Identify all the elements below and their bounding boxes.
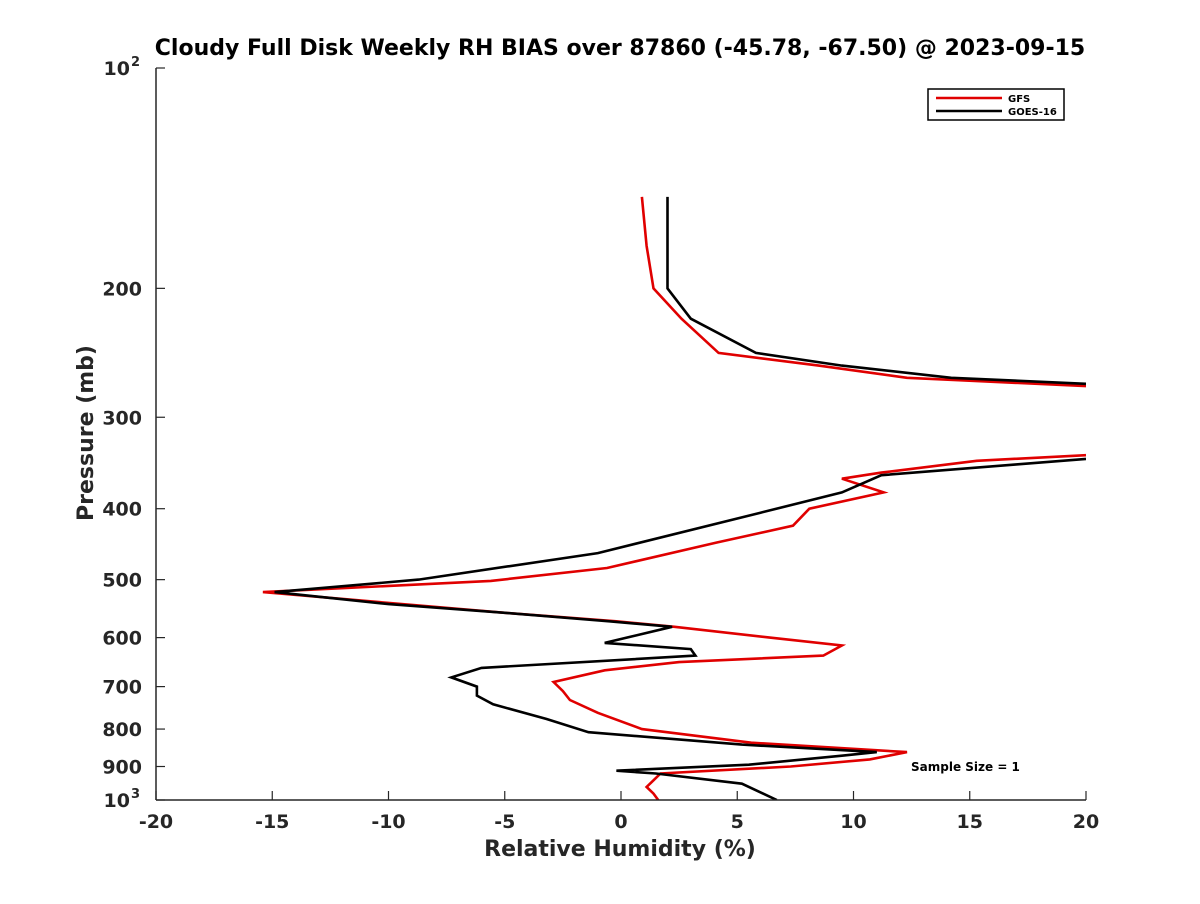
series-line-gfs-segment-2 xyxy=(262,453,1086,800)
x-tick-label: -5 xyxy=(494,811,515,833)
y-axis-label: Pressure (mb) xyxy=(74,345,99,521)
x-tick-label: -15 xyxy=(255,811,289,833)
x-axis-ticks: -20 -15 -10 -5 0 5 10 15 20 xyxy=(139,791,1099,833)
x-tick-label: 0 xyxy=(614,811,627,833)
y-tick-label: 800 xyxy=(102,719,142,741)
series-line-goes16-segment-2 xyxy=(274,457,1086,800)
y-tick-label-exponent: 2 xyxy=(131,55,140,70)
y-tick-label: 10 xyxy=(104,790,130,812)
x-axis-label: Relative Humidity (%) xyxy=(484,837,756,862)
x-tick-label: -20 xyxy=(139,811,173,833)
y-tick-label: 700 xyxy=(102,677,142,699)
chart-title: Cloudy Full Disk Weekly RH BIAS over 878… xyxy=(155,36,1085,61)
series-line-gfs-segment-1 xyxy=(640,196,1086,388)
y-tick-label: 400 xyxy=(102,499,142,521)
x-tick-label: 10 xyxy=(840,811,866,833)
x-tick-label: 5 xyxy=(731,811,744,833)
y-tick-label: 10 xyxy=(104,58,130,80)
y-tick-label: 500 xyxy=(102,570,142,592)
y-tick-label: 900 xyxy=(102,757,142,779)
x-tick-label: 15 xyxy=(957,811,983,833)
y-tick-label: 600 xyxy=(102,628,142,650)
series-line-goes16-segment-1 xyxy=(666,196,1086,386)
legend-label-gfs: GFS xyxy=(1008,94,1030,105)
x-tick-label: -10 xyxy=(371,811,405,833)
sample-size-annotation: Sample Size = 1 xyxy=(911,760,1020,774)
y-tick-label: 300 xyxy=(102,407,142,429)
legend-label-goes16: GOES-16 xyxy=(1008,107,1057,118)
y-tick-label: 200 xyxy=(102,278,142,300)
y-tick-label-exponent: 3 xyxy=(131,787,140,802)
legend: GFS GOES-16 xyxy=(927,88,1065,121)
plot-lines xyxy=(262,196,1086,800)
x-tick-label: 20 xyxy=(1073,811,1099,833)
legend-box xyxy=(927,88,1065,121)
